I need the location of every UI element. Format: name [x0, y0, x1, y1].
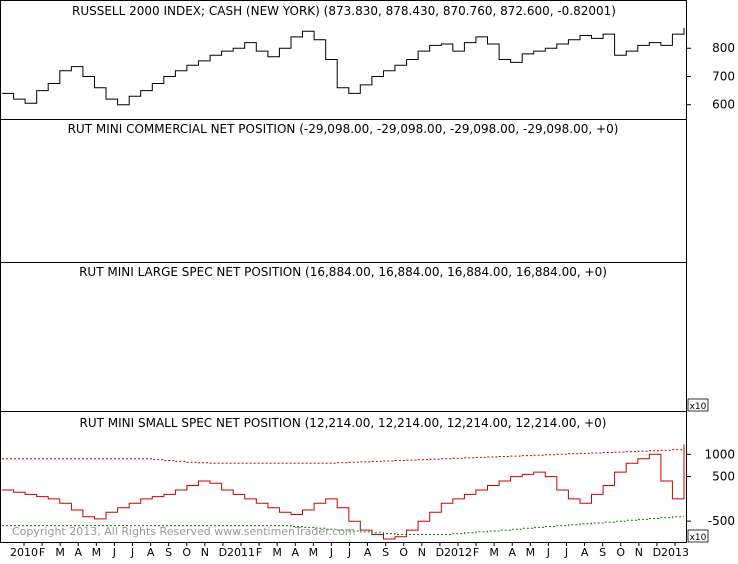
y-tick-label: -500	[708, 514, 735, 528]
panel-title: RUT MINI SMALL SPEC NET POSITION (12,214…	[80, 416, 607, 430]
y-axis: 600 700 800	[687, 41, 735, 112]
multiplier-label: x10	[690, 533, 707, 543]
x-tick-label: O	[182, 546, 191, 559]
copyright-text: Copyright 2013, All Rights Reserved www.…	[12, 525, 356, 538]
x-tick-label: A	[147, 546, 155, 559]
multiplier-box	[687, 529, 709, 543]
x-tick-label: A	[291, 546, 299, 559]
x-tick-label: 2010	[10, 546, 38, 559]
series-layer	[2, 27, 685, 106]
panel-3: RUT MINI LARGE SPEC NET POSITION (16,884…	[0, 262, 709, 412]
x-tick-label: M	[55, 546, 65, 559]
y-tick-label: 1000	[704, 447, 735, 461]
x-tick-label: A	[508, 546, 516, 559]
y-tick-label: 800	[712, 41, 735, 55]
x-tick-label: A	[74, 546, 82, 559]
x-tick-label: O	[616, 546, 625, 559]
x-tick-label: 2013	[661, 546, 689, 559]
x-tick-label: N	[635, 546, 643, 559]
x-tick-label: D	[219, 546, 227, 559]
y-tick-label: 600	[712, 98, 735, 112]
x-tick-label: S	[599, 546, 606, 559]
x-tick-label: J	[112, 546, 116, 559]
series-main-line	[2, 27, 685, 106]
x-tick-label: M	[92, 546, 102, 559]
panel-title: RUSSELL 2000 INDEX; CASH (NEW YORK) (873…	[72, 4, 616, 18]
panel-title: RUT MINI COMMERCIAL NET POSITION (-29,09…	[68, 122, 619, 136]
x-tick-label: 2011	[227, 546, 255, 559]
x-tick-label: S	[165, 546, 172, 559]
x-tick-label: O	[399, 546, 408, 559]
x-tick-label: N	[201, 546, 209, 559]
x-tick-label: F	[256, 546, 262, 559]
y-tick-label: 500	[712, 470, 735, 484]
x-tick-label: S	[382, 546, 389, 559]
x-tick-label: M	[526, 546, 536, 559]
x-tick-label: J	[329, 546, 333, 559]
multiplier-label: x10	[690, 402, 707, 412]
x-tick-label: 2012	[444, 546, 472, 559]
x-tick-label: F	[473, 546, 479, 559]
x-tick-label: A	[581, 546, 589, 559]
y-axis: -500 500 1000	[687, 447, 735, 528]
panel-title: RUT MINI LARGE SPEC NET POSITION (16,884…	[79, 265, 607, 279]
x-tick-label: D	[436, 546, 444, 559]
series-upper-line	[2, 449, 685, 464]
series-layer	[2, 444, 685, 540]
x-tick-label: F	[39, 546, 45, 559]
panel-2: RUT MINI COMMERCIAL NET POSITION (-29,09…	[0, 119, 735, 540]
x-tick-label: J	[564, 546, 568, 559]
x-tick-label: A	[364, 546, 372, 559]
x-tick-label: J	[546, 546, 550, 559]
series-main-line	[2, 444, 685, 540]
x-tick-label: D	[653, 546, 661, 559]
x-tick-label: J	[130, 546, 134, 559]
x-tick-label: M	[489, 546, 499, 559]
x-tick-label: N	[418, 546, 426, 559]
x-tick-label: M	[272, 546, 282, 559]
y-tick-label: 700	[712, 69, 735, 83]
x-tick-label: M	[309, 546, 319, 559]
multiplier-box	[687, 398, 709, 412]
x-tick-label: J	[347, 546, 351, 559]
x-axis: 2010 F M A M J J A S O N D 2011 F M A M J J A S O N D 2012 F M A M J J…	[0, 542, 689, 559]
